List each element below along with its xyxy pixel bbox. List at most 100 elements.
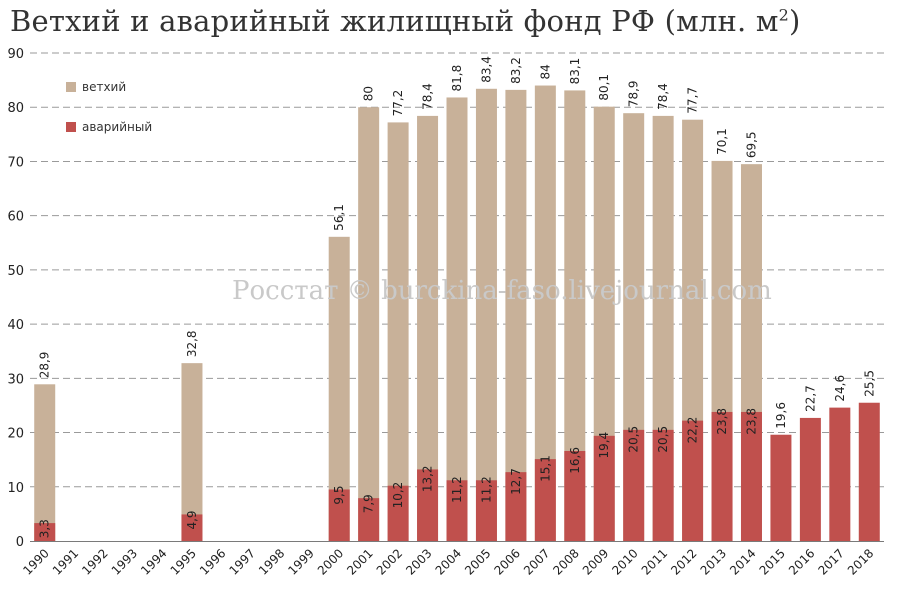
x-tick-label: 2015	[757, 546, 788, 577]
bar-emergency	[417, 469, 439, 541]
data-label-emergency: 12,7	[509, 468, 523, 495]
bar-emergency	[387, 485, 409, 541]
data-label-emergency: 7,9	[362, 494, 376, 513]
data-label-emergency: 20,5	[627, 426, 641, 453]
data-label-old: 84	[538, 64, 552, 79]
x-tick-label: 2012	[668, 546, 699, 577]
x-tick-label: 2018	[845, 546, 876, 577]
data-label-emergency: 9,5	[332, 485, 346, 504]
data-label-emergency: 22,2	[686, 417, 700, 444]
x-axis-ticks: 1990199119921993199419951996199719981999…	[20, 546, 876, 577]
bar-old	[475, 88, 497, 541]
bar-emergency	[505, 472, 527, 541]
data-label-old: 80,1	[597, 74, 611, 101]
x-tick-label: 1994	[138, 546, 169, 577]
x-tick-label: 2013	[698, 546, 729, 577]
y-tick-label: 0	[16, 535, 24, 550]
x-tick-label: 2006	[492, 546, 523, 577]
bar-old	[505, 89, 527, 542]
data-label-old: 78,4	[656, 83, 670, 110]
bar-emergency	[858, 402, 880, 541]
x-tick-label: 2007	[521, 546, 552, 577]
data-label-old: 77,2	[391, 90, 405, 117]
legend-swatch-emergency	[66, 122, 76, 132]
x-tick-label: 1993	[109, 546, 140, 577]
bar-emergency	[682, 420, 704, 541]
bar-emergency	[564, 450, 586, 541]
y-tick-label: 70	[7, 155, 24, 170]
bar-emergency	[34, 523, 56, 541]
data-label-old: 70,1	[715, 128, 729, 155]
data-label-old: 78,4	[421, 83, 435, 110]
data-label-emergency: 15,1	[538, 455, 552, 482]
x-tick-label: 2011	[639, 546, 670, 577]
x-tick-label: 1992	[79, 546, 110, 577]
bar-emergency	[534, 459, 556, 541]
bar-emergency	[770, 434, 792, 541]
x-tick-label: 2014	[727, 546, 758, 577]
data-label-emergency: 3,3	[38, 519, 52, 538]
data-label-old: 32,8	[185, 330, 199, 357]
data-label-emergency: 19,6	[774, 402, 788, 429]
legend-item-old: ветхий	[66, 78, 152, 96]
bar-old	[328, 236, 350, 541]
data-label-emergency: 11,2	[479, 476, 493, 503]
y-tick-label: 30	[7, 372, 24, 387]
bar-emergency	[446, 480, 468, 541]
y-tick-label: 20	[7, 427, 24, 442]
data-label-emergency: 24,6	[833, 375, 847, 402]
bar-old	[534, 85, 556, 542]
y-axis-ticks: 0 10 20 30 40 50 60 70 80 90	[7, 47, 24, 550]
x-tick-label: 2001	[344, 546, 375, 577]
bar-emergency	[740, 411, 762, 541]
x-tick-label: 2000	[315, 546, 346, 577]
y-tick-label: 10	[7, 481, 24, 496]
legend-item-emergency: аварийный	[66, 118, 152, 136]
x-tick-label: 1998	[256, 546, 287, 577]
bar-emergency	[711, 411, 733, 541]
x-tick-label: 1996	[197, 546, 228, 577]
y-tick-label: 40	[7, 318, 24, 333]
y-tick-label: 60	[7, 210, 24, 225]
legend-label-old: ветхий	[82, 80, 127, 94]
bar-emergency	[593, 435, 615, 541]
bar-emergency	[829, 407, 851, 541]
x-tick-label: 2003	[403, 546, 434, 577]
x-tick-label: 1997	[226, 546, 257, 577]
x-tick-label: 2004	[433, 546, 464, 577]
bar-old	[564, 90, 586, 541]
data-label-old: 56,1	[332, 204, 346, 231]
x-tick-label: 2005	[462, 546, 493, 577]
bar-old	[181, 363, 203, 541]
bar-emergency	[652, 429, 674, 541]
y-tick-label: 90	[7, 47, 24, 62]
data-label-emergency: 10,2	[391, 482, 405, 509]
x-tick-label: 2016	[786, 546, 817, 577]
data-label-emergency: 25,5	[862, 370, 876, 397]
data-label-old: 83,4	[479, 56, 493, 83]
x-tick-label: 1991	[50, 546, 81, 577]
x-tick-label: 2010	[609, 546, 640, 577]
data-label-emergency: 16,6	[568, 447, 582, 474]
data-label-emergency: 23,8	[744, 408, 758, 435]
x-tick-label: 2008	[550, 546, 581, 577]
legend: ветхий аварийный	[66, 78, 152, 158]
bar-old	[387, 122, 409, 541]
data-label-old: 77,7	[686, 87, 700, 114]
data-label-old: 69,5	[744, 131, 758, 158]
x-tick-label: 2002	[374, 546, 405, 577]
bar-emergency	[358, 498, 380, 541]
x-tick-label: 1999	[285, 546, 316, 577]
data-label-emergency: 20,5	[656, 426, 670, 453]
chart-title: Ветхий и аварийный жилищный фонд РФ (млн…	[10, 4, 801, 38]
legend-label-emergency: аварийный	[82, 120, 153, 134]
data-label-emergency: 23,8	[715, 408, 729, 435]
x-tick-label: 1990	[20, 546, 51, 577]
bar-old	[34, 384, 56, 541]
bar-emergency	[799, 417, 821, 541]
data-labels: 28,9 3,3 32,8 4,9 56,1 9,5 80 7,9 77,2 10,2 78,4 13…	[38, 56, 877, 538]
bar-old	[593, 106, 615, 542]
data-label-old: 28,9	[38, 352, 52, 379]
bar-old	[446, 97, 468, 541]
